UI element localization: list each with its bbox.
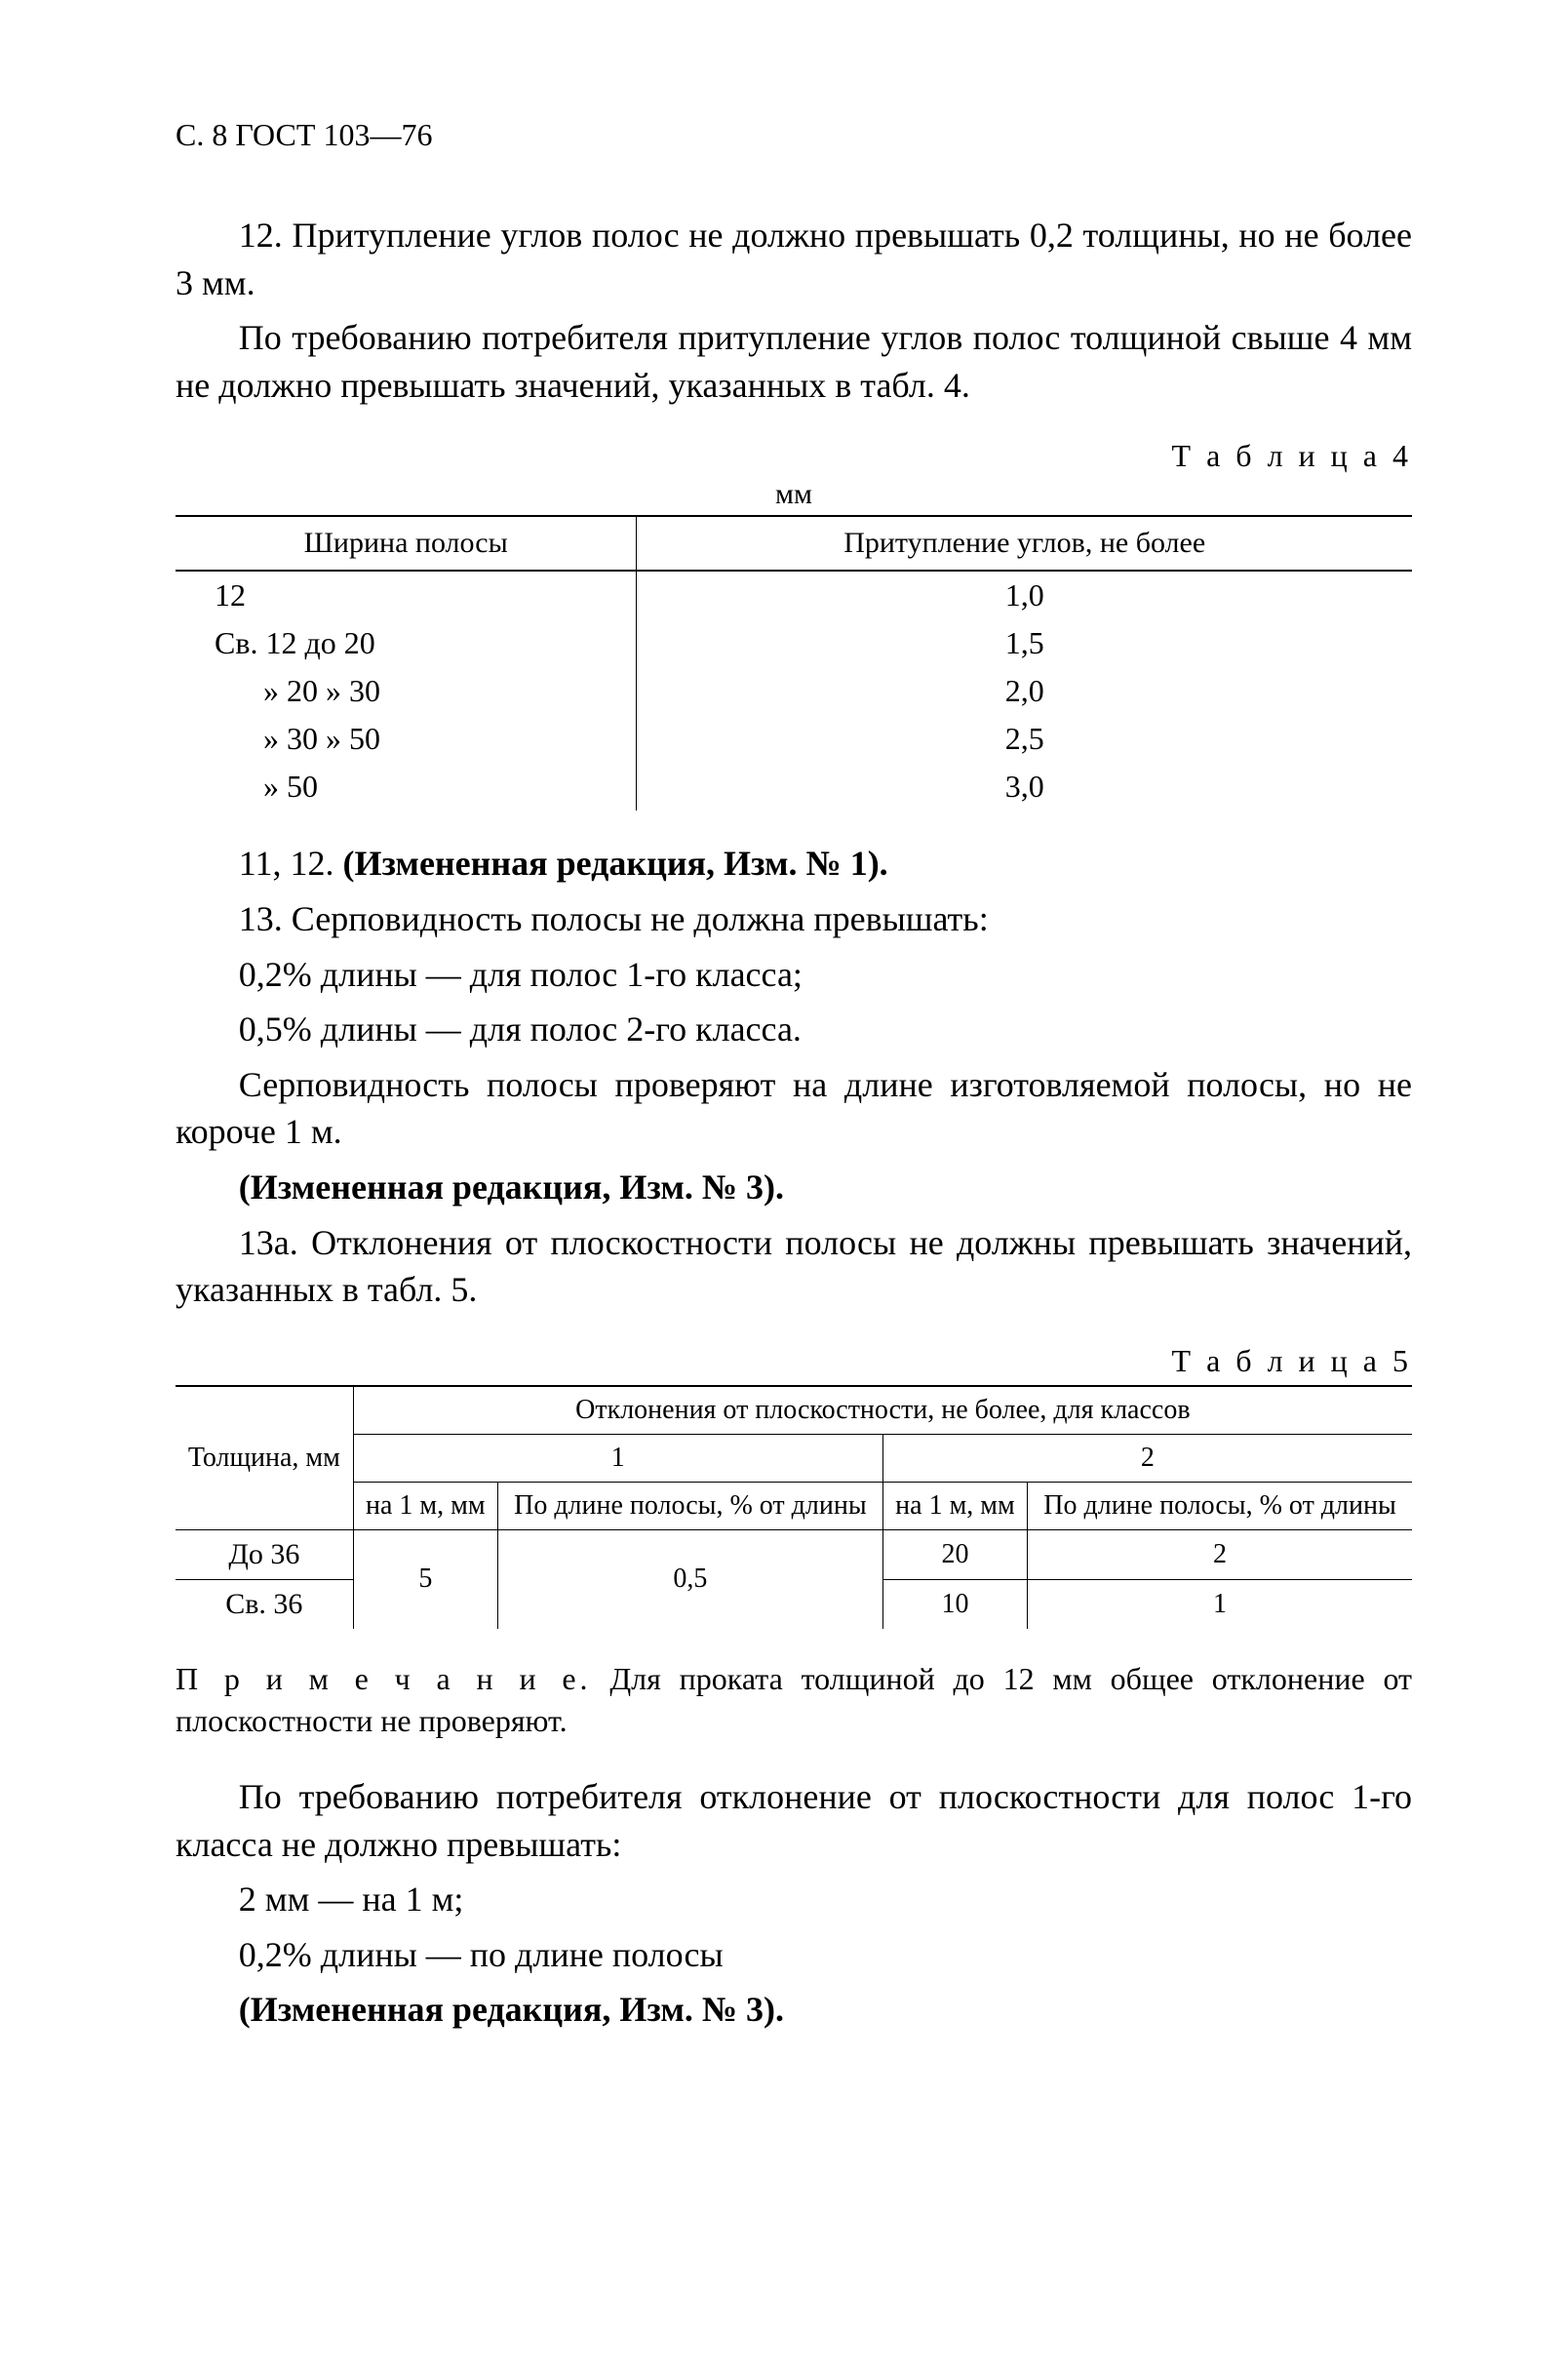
table-row: » 30 » 50 2,5 — [176, 715, 1412, 763]
table5-sub-a: на 1 м, мм — [353, 1482, 497, 1529]
paragraph-13: 13. Серповидность полосы не должна превы… — [176, 895, 1412, 943]
table5-sub-a: на 1 м, мм — [882, 1482, 1027, 1529]
table4-col2-header: Притупление углов, не более — [637, 516, 1412, 571]
table4-cell-value: 3,0 — [637, 763, 1412, 811]
note: П р и м е ч а н и е. Для проката толщино… — [176, 1658, 1412, 1742]
table5-sub-b: По длине полосы, % от длины — [1028, 1482, 1412, 1529]
table-row: Св. 12 до 20 1,5 — [176, 619, 1412, 667]
paragraph-11-12-amend: 11, 12. (Измененная редакция, Изм. № 1). — [176, 840, 1412, 888]
table5-th-top: Отклонения от плоскостности, не более, д… — [353, 1386, 1412, 1435]
paragraph-amend-3: (Измененная редакция, Изм. № 3). — [176, 1986, 1412, 2034]
table5-c2a: 10 — [882, 1579, 1027, 1629]
table5-c1a: 5 — [353, 1529, 497, 1629]
table5-class1-header: 1 — [353, 1434, 882, 1482]
table-4: Ширина полосы Притупление углов, не боле… — [176, 515, 1412, 811]
table-5: Толщина, мм Отклонения от плоскостности,… — [176, 1385, 1412, 1629]
paragraph-customer-req: По требованию потребителя отклонение от … — [176, 1773, 1412, 1868]
table-row: » 20 » 30 2,0 — [176, 667, 1412, 715]
paragraph-req-a: 2 мм — на 1 м; — [176, 1876, 1412, 1923]
table4-cell-width: 12 — [176, 571, 637, 619]
amend-prefix: 11, 12. — [239, 844, 343, 883]
table5-c2b: 1 — [1028, 1579, 1412, 1629]
table4-cell-value: 1,5 — [637, 619, 1412, 667]
paragraph-13a: 13а. Отклонения от плоскостности полосы … — [176, 1219, 1412, 1314]
paragraph-13-b: 0,5% длины — для полос 2-го класса. — [176, 1006, 1412, 1053]
table4-cell-width: » 20 » 30 — [176, 667, 637, 715]
paragraph-13-amend: (Измененная редакция, Изм. № 3). — [176, 1164, 1412, 1211]
table5-c2a: 20 — [882, 1529, 1027, 1579]
page-header: С. 8 ГОСТ 103—76 — [176, 117, 1412, 153]
paragraph-13-c: Серповидность полосы проверяют на длине … — [176, 1061, 1412, 1156]
table4-cell-value: 1,0 — [637, 571, 1412, 619]
paragraph-12-cont: По требованию потребителя притупление уг… — [176, 314, 1412, 409]
table5-c2b: 2 — [1028, 1529, 1412, 1579]
document-page: С. 8 ГОСТ 103—76 12. Притупление углов п… — [0, 0, 1568, 2375]
table5-th-thickness: Толщина, мм — [176, 1386, 353, 1530]
table5-sub-b: По длине полосы, % от длины — [497, 1482, 882, 1529]
table4-cell-width: » 50 — [176, 763, 637, 811]
paragraph-13-a: 0,2% длины — для полос 1-го класса; — [176, 951, 1412, 999]
table-row: 12 1,0 — [176, 571, 1412, 619]
table-row: » 50 3,0 — [176, 763, 1412, 811]
amend-text: (Измененная редакция, Изм. № 1). — [342, 844, 887, 883]
paragraph-12: 12. Притупление углов полос не должно пр… — [176, 212, 1412, 306]
paragraph-req-b: 0,2% длины — по длине полосы — [176, 1931, 1412, 1979]
table4-cell-width: Св. 12 до 20 — [176, 619, 637, 667]
table4-label: Т а б л и ц а 4 — [176, 438, 1412, 474]
table4-cell-width: » 30 » 50 — [176, 715, 637, 763]
table5-thickness-cell: До 36 — [176, 1529, 353, 1579]
table4-cell-value: 2,0 — [637, 667, 1412, 715]
table5-thickness-cell: Св. 36 — [176, 1579, 353, 1629]
note-label: П р и м е ч а н и е. — [176, 1661, 592, 1696]
table4-col1-header: Ширина полосы — [176, 516, 637, 571]
table-row: До 36 5 0,5 20 2 — [176, 1529, 1412, 1579]
table4-caption: мм — [176, 478, 1412, 511]
table5-class2-header: 2 — [882, 1434, 1412, 1482]
table5-label: Т а б л и ц а 5 — [176, 1343, 1412, 1379]
table4-cell-value: 2,5 — [637, 715, 1412, 763]
table5-c1b: 0,5 — [497, 1529, 882, 1629]
